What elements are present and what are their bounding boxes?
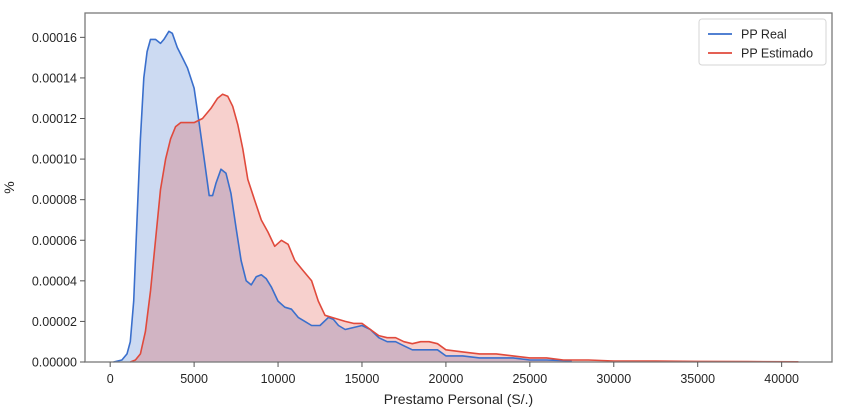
y-tick-label: 0.00010 (32, 153, 77, 167)
x-tick-label: 25000 (512, 372, 547, 386)
y-tick-label: 0.00008 (32, 193, 77, 207)
y-tick-label: 0.00006 (32, 234, 77, 248)
series-line-2 (130, 93, 799, 363)
y-tick-label: 0.00004 (32, 274, 77, 288)
y-tick-label: 0.00012 (32, 112, 77, 126)
series-area-1 (113, 31, 572, 363)
legend: PP Real PP Estimado (698, 18, 827, 66)
legend-label: PP Estimado (741, 47, 813, 61)
x-tick-label: 20000 (429, 372, 464, 386)
x-axis: 0 5000 10000 15000 20000 25000 30000 35000 40000 (107, 362, 799, 386)
y-tick-label: 0.00014 (32, 71, 77, 85)
series-lines (113, 30, 799, 363)
y-tick-label: 0.00016 (32, 31, 77, 45)
x-tick-label: 5000 (180, 372, 208, 386)
x-tick-label: 0 (107, 372, 114, 386)
x-axis-title: Prestamo Personal (S/.) (384, 391, 533, 407)
y-tick-label: 0.00002 (32, 315, 77, 329)
series-area-2 (130, 94, 799, 362)
y-axis: 0.00000 0.00002 0.00004 0.00006 0.00008 0.000… (32, 31, 85, 370)
legend-label: PP Real (741, 28, 787, 42)
plot-frame (84, 12, 833, 363)
y-tick-label: 0.00000 (32, 356, 77, 370)
y-axis-title: % (1, 181, 17, 193)
x-tick-label: 15000 (345, 372, 380, 386)
x-tick-label: 35000 (680, 372, 715, 386)
series-areas (113, 31, 799, 363)
x-tick-label: 10000 (261, 372, 296, 386)
series-line-1 (113, 30, 572, 363)
x-tick-label: 30000 (596, 372, 631, 386)
x-tick-label: 40000 (764, 372, 799, 386)
